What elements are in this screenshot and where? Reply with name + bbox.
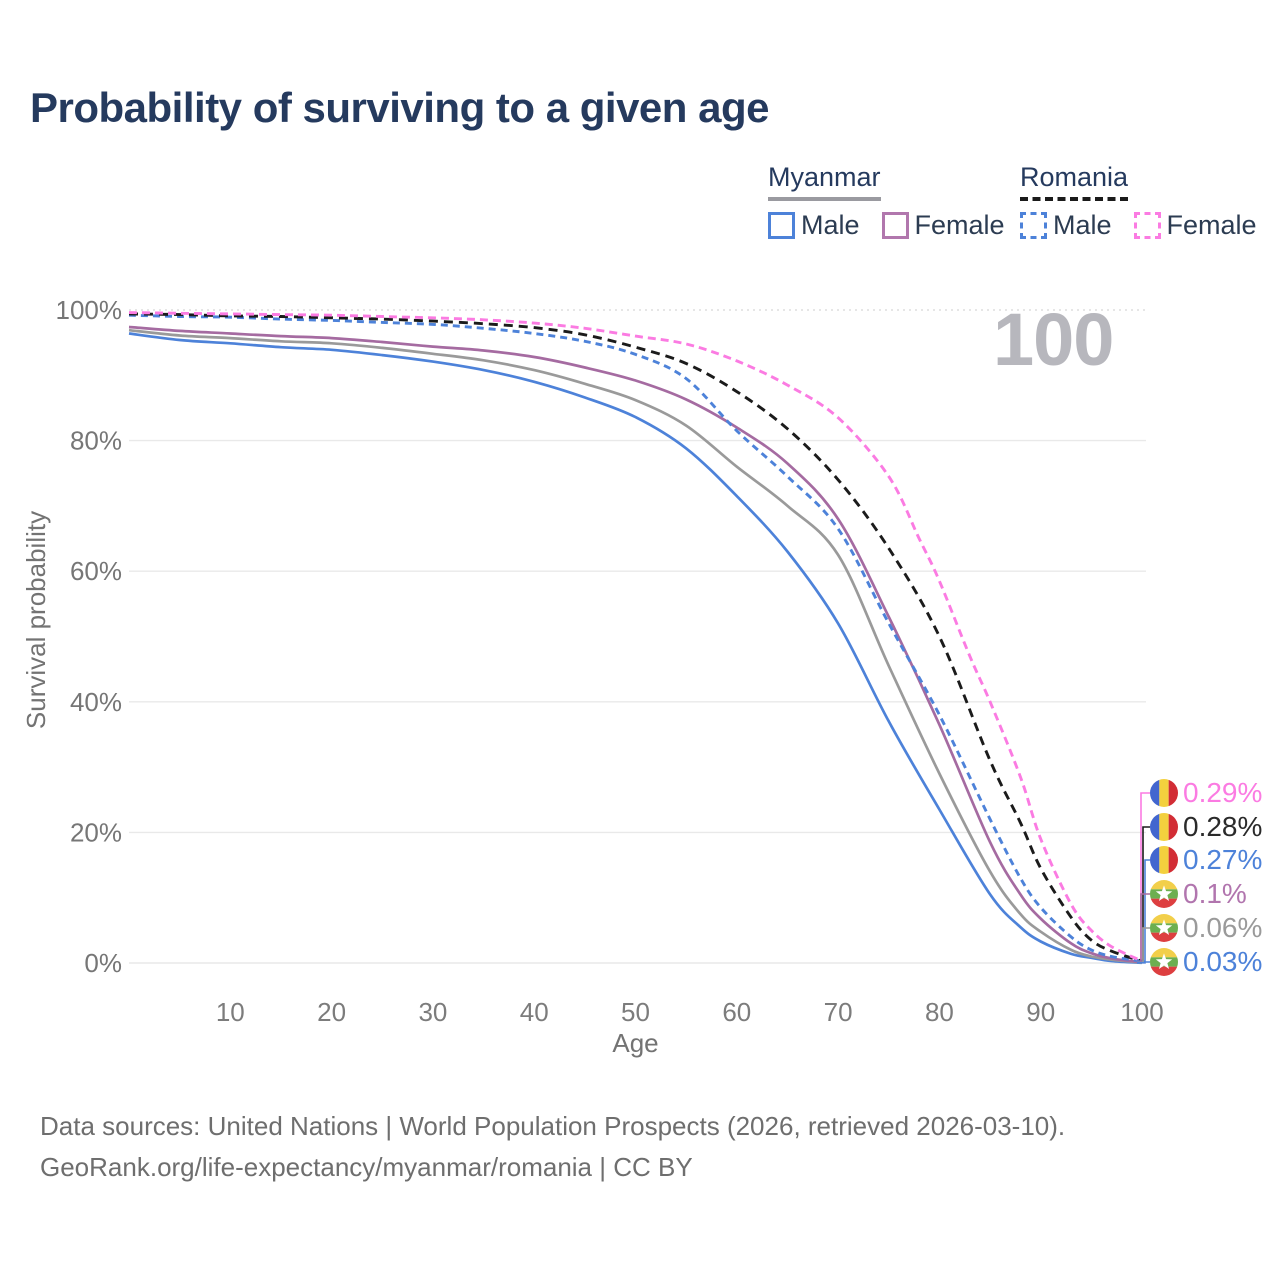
x-tick-label: 40 <box>520 997 549 1027</box>
legend-item-label: Female <box>1166 210 1257 240</box>
end-label-myanmar-female: 0.1% <box>1150 878 1247 910</box>
myanmar-flag-icon <box>1150 948 1178 976</box>
y-tick-label: 40% <box>70 687 122 717</box>
x-tick-label: 70 <box>824 997 853 1027</box>
end-value-myanmar-male: 0.03% <box>1183 946 1263 977</box>
legend-item-myanmar-female[interactable]: Female <box>881 210 1005 241</box>
source-line-1: Data sources: United Nations | World Pop… <box>40 1111 1066 1141</box>
end-label-myanmar-combined: 0.06% <box>1150 912 1262 944</box>
legend-item-label: Male <box>1053 210 1112 240</box>
end-label-connector-myanmar-male <box>1137 961 1150 964</box>
curve-myanmar-female[interactable] <box>128 325 1143 964</box>
y-tick-label: 0% <box>84 948 122 978</box>
legend-header-myanmar[interactable]: Myanmar <box>768 162 881 201</box>
x-axis-title: Age <box>612 1028 658 1058</box>
legend-item-romania-female[interactable]: Female <box>1133 210 1257 241</box>
x-tick-label: 80 <box>925 997 954 1027</box>
x-tick-label: 10 <box>216 997 245 1027</box>
myanmar-female-swatch-icon <box>881 212 909 239</box>
legend-group-romania: Romania Male Female <box>1020 162 1257 241</box>
x-tick-label: 100 <box>1120 997 1163 1027</box>
legend-items-myanmar: Male Female <box>768 210 1005 241</box>
curve-romania-female[interactable] <box>128 311 1143 963</box>
y-tick-label: 20% <box>70 817 122 847</box>
end-value-romania-female: 0.29% <box>1183 777 1263 808</box>
end-label-romania-combined: 0.28% <box>1150 811 1262 843</box>
myanmar-flag-icon <box>1150 880 1178 908</box>
x-tick-label: 20 <box>317 997 346 1027</box>
legend-items-romania: Male Female <box>1020 210 1257 241</box>
x-tick-label: 60 <box>722 997 751 1027</box>
romania-female-swatch-icon <box>1133 212 1161 239</box>
legend-header-romania[interactable]: Romania <box>1020 162 1129 201</box>
end-value-myanmar-combined: 0.06% <box>1183 912 1263 943</box>
curve-romania-combined[interactable] <box>128 312 1143 963</box>
romania-flag-icon <box>1150 779 1178 807</box>
x-tick-label: 90 <box>1026 997 1055 1027</box>
source-line-2: GeoRank.org/life-expectancy/myanmar/roma… <box>40 1152 693 1182</box>
source-note: Data sources: United Nations | World Pop… <box>40 1106 1065 1188</box>
y-axis-title: Survival probability <box>21 511 51 729</box>
legend-item-label: Male <box>801 210 860 240</box>
end-label-myanmar-male: 0.03% <box>1150 946 1262 978</box>
end-label-romania-male: 0.27% <box>1150 844 1262 876</box>
myanmar-male-swatch-icon <box>768 212 795 239</box>
end-value-romania-combined: 0.28% <box>1183 811 1263 842</box>
page-title: Probability of surviving to a given age <box>30 84 769 131</box>
curve-myanmar-male[interactable] <box>128 332 1143 965</box>
y-tick-label: 80% <box>70 426 122 456</box>
y-tick-label: 60% <box>70 556 122 586</box>
myanmar-flag-icon <box>1150 914 1178 942</box>
end-label-romania-female: 0.29% <box>1150 777 1262 809</box>
curve-romania-male[interactable] <box>128 313 1143 963</box>
x-tick-label: 50 <box>621 997 650 1027</box>
curve-myanmar-combined[interactable] <box>128 328 1143 964</box>
end-value-romania-male: 0.27% <box>1183 844 1263 875</box>
watermark-age-100: 100 <box>993 298 1114 381</box>
romania-flag-icon <box>1150 846 1178 874</box>
end-value-myanmar-female: 0.1% <box>1183 878 1247 909</box>
romania-flag-icon <box>1150 813 1178 841</box>
x-tick-label: 30 <box>418 997 447 1027</box>
y-tick-label: 100% <box>56 295 123 325</box>
legend-item-myanmar-male[interactable]: Male <box>768 210 860 241</box>
romania-male-swatch-icon <box>1020 212 1047 239</box>
legend-group-myanmar: Myanmar Male Female <box>768 162 1005 241</box>
legend-item-label: Female <box>914 210 1005 240</box>
end-label-connector-myanmar-combined <box>1137 927 1150 964</box>
legend-item-romania-male[interactable]: Male <box>1020 210 1112 241</box>
